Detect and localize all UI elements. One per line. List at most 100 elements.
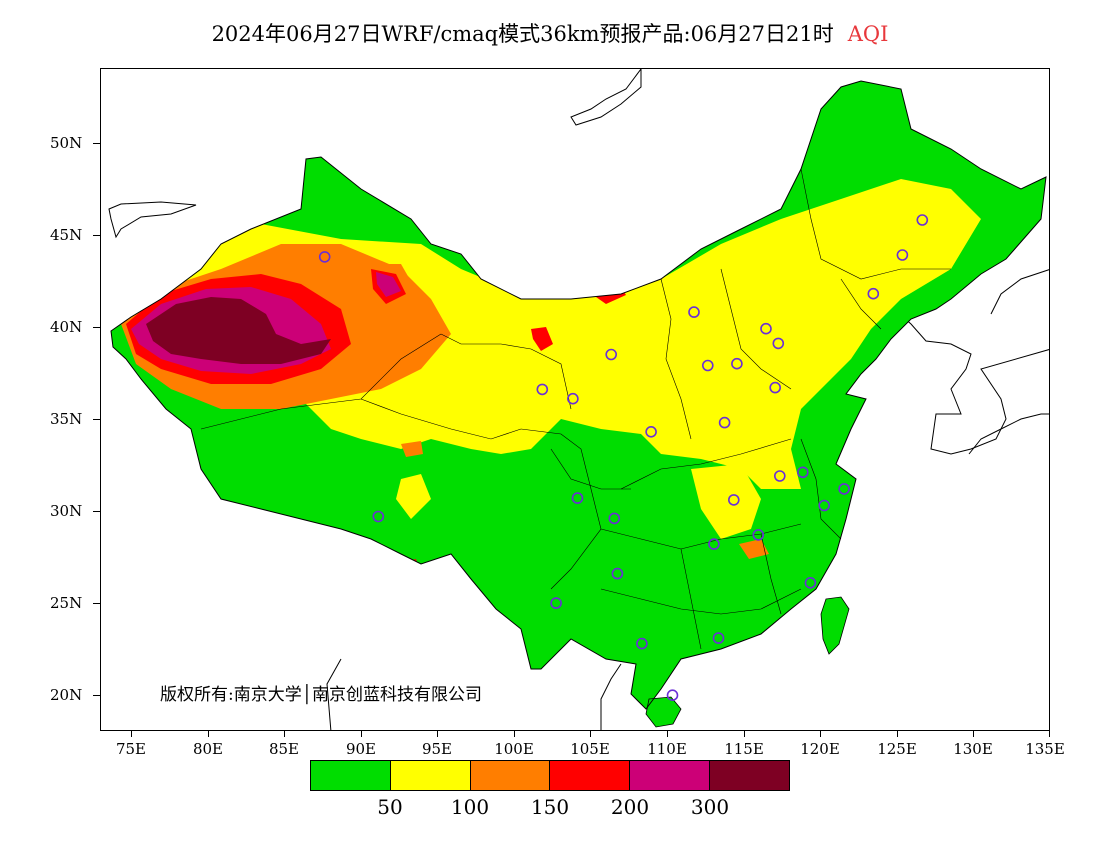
shanxi-boundary: [660, 278, 692, 440]
lake-balkhash-outline: [108, 201, 197, 239]
aqi-fill-layer: [121, 179, 981, 571]
northeast-boundary: [800, 168, 951, 280]
lon-tick-110: [667, 731, 668, 737]
aqi-zone-moderate-2: [691, 464, 761, 539]
legend-label-100: 100: [450, 795, 490, 819]
lat-tick-30: [93, 511, 100, 512]
station-marker: [731, 357, 743, 370]
legend-label-150: 150: [530, 795, 570, 819]
lat-label-30: 30N: [50, 502, 83, 520]
station-marker: [608, 512, 621, 525]
qinghai-gansu-boundary: [440, 333, 572, 410]
lat-tick-20: [93, 695, 100, 696]
map-frame: [100, 68, 1050, 731]
legend-swatch-unhealthy-sensitive: [470, 761, 551, 790]
aqi-hotspot-1: [531, 327, 553, 351]
title-variable: AQI: [847, 22, 889, 46]
bay-of-bengal-coast: [326, 658, 342, 730]
aqi-zone-moderate-3: [396, 474, 431, 519]
yangtze-provinces-boundary: [600, 523, 802, 550]
aqi-zone-hazardous: [146, 297, 331, 364]
station-marker: [688, 306, 700, 318]
lat-label-35: 35N: [50, 410, 83, 428]
station-marker: [712, 632, 725, 644]
station-marker: [636, 637, 648, 650]
central-provinces-boundary: [620, 438, 792, 490]
station-marker: [916, 214, 929, 226]
lon-tick-75: [131, 731, 132, 737]
station-marker: [818, 499, 831, 512]
lon-label-115: 115E: [724, 740, 764, 758]
korea-coast: [885, 301, 1049, 455]
station-marker: [645, 425, 657, 438]
map-canvas: [108, 69, 1049, 730]
lon-tick-125: [897, 731, 898, 737]
title-main: 2024年06月27日WRF/cmaq模式36km预报产品:06月27日21时: [211, 22, 834, 46]
lat-label-20: 20N: [50, 686, 83, 704]
province-boundaries: [200, 168, 951, 650]
vietnam-coast: [600, 663, 622, 730]
lon-label-120: 120E: [800, 740, 840, 758]
japan-coast-north: [990, 269, 1049, 315]
lon-tick-135: [1049, 731, 1050, 737]
lon-tick-115: [744, 731, 745, 737]
legend-swatch-hazardous: [710, 761, 789, 790]
lon-label-135: 135E: [1025, 740, 1065, 758]
lat-tick-50: [93, 143, 100, 144]
lon-tick-100: [514, 731, 515, 737]
station-marker: [567, 392, 579, 405]
map-title: 2024年06月27日WRF/cmaq模式36km预报产品:06月27日21时 A…: [0, 18, 1100, 48]
lon-tick-80: [208, 731, 209, 737]
lat-tick-35: [93, 419, 100, 420]
lat-label-25: 25N: [50, 594, 83, 612]
station-marker: [708, 538, 720, 550]
legend-label-300: 300: [690, 795, 730, 819]
lon-label-105: 105E: [570, 740, 610, 758]
lat-tick-45: [93, 235, 100, 236]
guangxi-guangdong-boundary: [680, 548, 702, 650]
lon-tick-95: [437, 731, 438, 737]
legend-label-200: 200: [610, 795, 650, 819]
legend-swatch-moderate: [390, 761, 471, 790]
japan-coast-south: [968, 413, 1049, 455]
station-marker: [605, 348, 618, 361]
copyright-notice: 版权所有:南京大学│南京创蓝科技有限公司: [160, 685, 482, 705]
jiangxi-fujian-boundary: [760, 533, 782, 615]
aqi-hotspot-5: [401, 441, 423, 457]
aqi-zone-magenta-2: [376, 272, 401, 297]
lon-label-95: 95E: [421, 740, 453, 758]
east-coast-provinces-boundary: [800, 438, 842, 540]
lon-tick-130: [973, 731, 974, 737]
station-marker: [666, 689, 679, 702]
tibet-qinghai-boundary: [360, 398, 522, 440]
taiwan-island: [820, 596, 850, 655]
sichuan-shaanxi-boundary: [550, 448, 631, 490]
station-marker: [752, 529, 765, 541]
lon-label-90: 90E: [345, 740, 377, 758]
station-marker: [838, 483, 850, 495]
station-marker: [769, 381, 782, 394]
station-marker: [760, 322, 772, 335]
legend-swatch-unhealthy: [550, 761, 631, 790]
lon-label-75: 75E: [115, 740, 147, 758]
station-marker: [571, 492, 584, 504]
legend-swatch-very-unhealthy: [630, 761, 711, 790]
liaoning-boundary: [840, 278, 882, 330]
aqi-legend: [310, 760, 790, 791]
station-marker: [701, 359, 714, 372]
hainan-island: [645, 696, 682, 728]
station-marker: [896, 249, 909, 261]
lon-label-80: 80E: [192, 740, 224, 758]
lon-label-100: 100E: [494, 740, 534, 758]
station-marker: [773, 470, 786, 482]
legend-swatch-good: [311, 761, 391, 790]
station-marker: [796, 466, 809, 479]
lake-baikal-outline: [570, 69, 642, 126]
station-marker: [372, 510, 385, 523]
station-marker: [611, 567, 624, 580]
station-marker: [867, 287, 880, 300]
aqi-hotspot-3: [739, 539, 769, 559]
city-stations: [318, 214, 929, 702]
sichuan-west-boundary: [520, 428, 602, 590]
station-marker: [727, 494, 740, 506]
